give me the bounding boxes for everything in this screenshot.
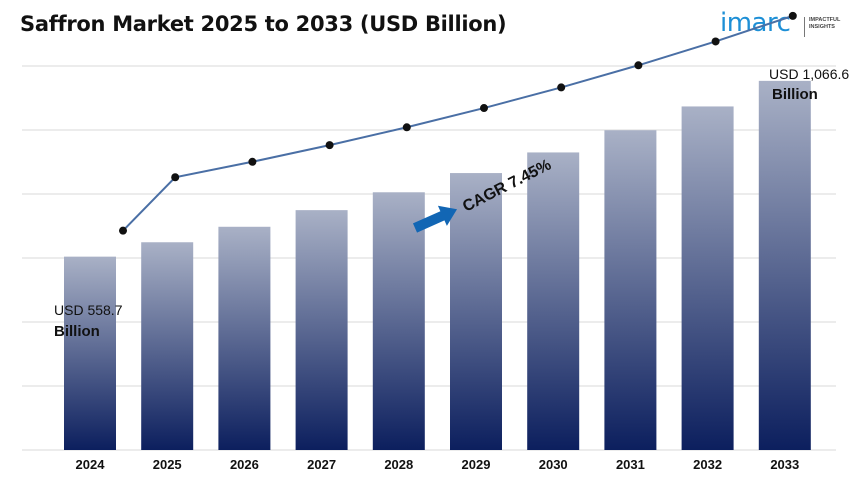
bar-2033: [758, 80, 811, 451]
trend-point-2030: [557, 83, 566, 92]
bar-2030: [527, 152, 580, 450]
trend-point-2029: [480, 104, 488, 113]
imarc-logo: imarc IMPACTFUL INSIGHTS: [718, 6, 850, 42]
logo-tagline: IMPACTFUL INSIGHTS: [809, 17, 841, 30]
trend-point-2032: [711, 37, 720, 46]
bar-2028: [372, 192, 425, 450]
bar-2029: [450, 173, 502, 450]
trend-point-2031: [634, 61, 643, 70]
x-tick-label-2026: 2026: [230, 457, 259, 472]
bar-2031: [604, 130, 657, 451]
logo-divider: [804, 17, 805, 37]
trend-point-2024: [119, 226, 127, 235]
logo-wordmark: imarc: [720, 8, 791, 38]
trend-polyline: [122, 14, 794, 232]
x-tick-label-2024: 2024: [76, 457, 106, 472]
bar-2027: [295, 210, 348, 450]
x-tick-label-2033: 2033: [770, 457, 799, 472]
first-value-label-line2: Billion: [54, 323, 100, 340]
trend-line: [119, 11, 797, 235]
bar-2032: [681, 106, 734, 450]
bar-2024: [64, 256, 116, 450]
x-tick-label-2030: 2030: [539, 457, 568, 472]
bar-2026: [218, 226, 271, 450]
cagr-arrow-icon: [412, 205, 458, 233]
x-axis-labels: 2024 2025 2026 2027 2028 2029 2030 2031 2032 2033: [76, 457, 800, 472]
x-tick-label-2028: 2028: [384, 457, 413, 472]
trend-point-2033: [788, 11, 797, 20]
x-tick-label-2031: 2031: [616, 457, 645, 472]
last-value-label-line1: USD 1,066.6: [769, 66, 849, 82]
trend-point-2027: [325, 141, 334, 150]
x-tick-label-2029: 2029: [462, 457, 491, 472]
chart-title: Saffron Market 2025 to 2033 (USD Billion…: [20, 12, 507, 36]
last-value-label-line2: Billion: [772, 86, 818, 103]
trend-point-2026: [248, 157, 257, 166]
x-tick-label-2032: 2032: [693, 457, 722, 472]
bars: [64, 80, 811, 451]
x-tick-label-2025: 2025: [153, 457, 182, 472]
cagr-arrow-shape: [412, 205, 458, 233]
first-value-label-line1: USD 558.7: [54, 302, 123, 318]
x-tick-label-2027: 2027: [307, 457, 336, 472]
trend-point-2025: [171, 173, 180, 182]
bar-2025: [141, 242, 194, 450]
trend-point-2028: [402, 123, 411, 132]
